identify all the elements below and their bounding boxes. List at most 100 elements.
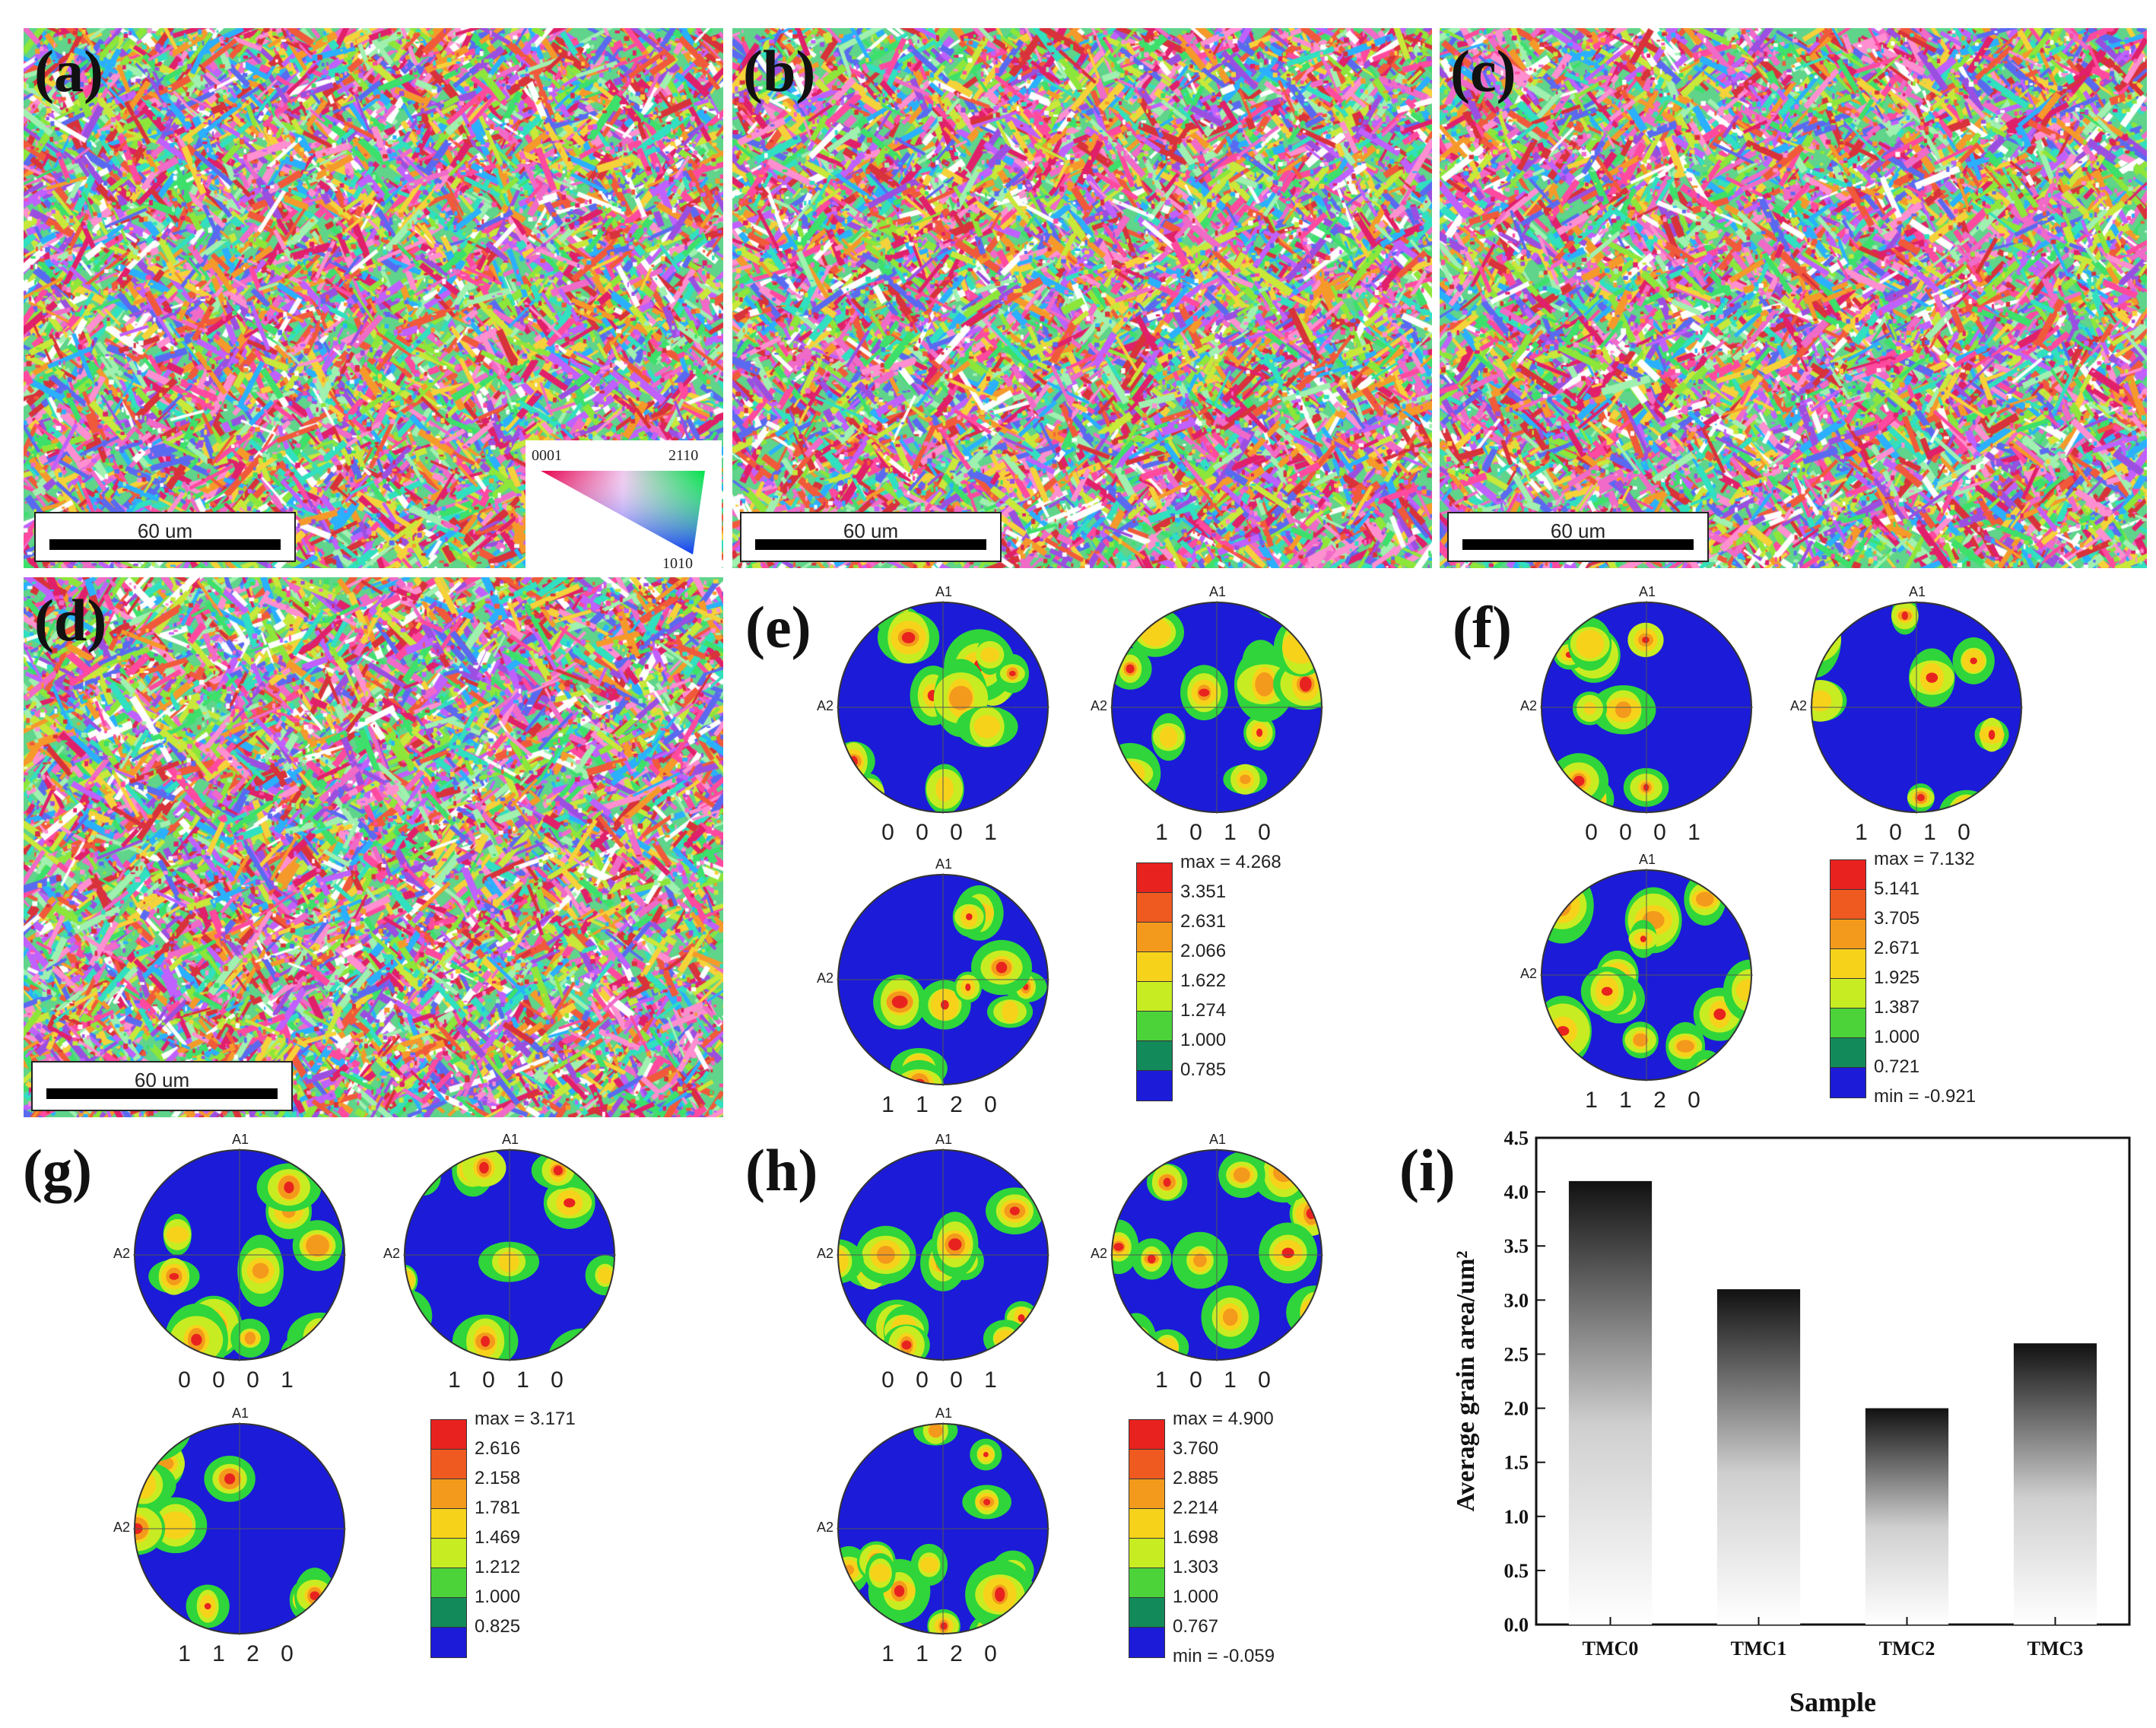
legend-swatch-h-4 <box>1129 1538 1165 1569</box>
legend-label-e-4: 1.622 <box>1180 970 1227 991</box>
pole-figure-a2-h-0001: A2 <box>817 1246 834 1261</box>
y-tick-label-3: 1.5 <box>1504 1452 1529 1474</box>
legend-label-h-6: 1.000 <box>1173 1587 1219 1607</box>
legend-swatch-f-2 <box>1830 919 1866 950</box>
pole-figure-plane-f-0001: 0 0 0 1 <box>1585 820 1708 845</box>
pole-figure-h-0001 <box>837 1148 1049 1361</box>
scale-bar-label-a: 60 um <box>137 519 193 542</box>
legend-label-f-4: 1.925 <box>1874 967 1920 988</box>
panel-label-h: (h) <box>745 1137 818 1203</box>
legend-swatch-g-3 <box>430 1508 467 1539</box>
scale-bar-line-a <box>49 539 281 550</box>
legend-swatch-e-1 <box>1136 892 1173 923</box>
scale-bar-line-d <box>46 1088 278 1099</box>
legend-swatch-g-5 <box>430 1568 467 1599</box>
x-tick-label-TMC2: TMC2 <box>1879 1637 1935 1660</box>
ebsd-texture-d <box>24 577 723 1117</box>
pole-figure-plane-g-0001: 0 0 0 1 <box>178 1367 301 1393</box>
pole-figure-a1-g-1010: A1 <box>502 1132 519 1147</box>
legend-swatch-f-6 <box>1830 1037 1866 1069</box>
panel-label-e: (e) <box>745 594 811 660</box>
ebsd-texture-c <box>1440 28 2147 568</box>
y-tick-label-4: 2.0 <box>1504 1398 1529 1420</box>
pole-figure-a2-f-1010: A2 <box>1790 698 1808 713</box>
scale-bar-label-d: 60 um <box>134 1069 190 1091</box>
legend-label-g-4: 1.469 <box>475 1527 521 1548</box>
pole-figure-h-1120 <box>837 1422 1049 1635</box>
pole-figure-h-1010 <box>1110 1148 1323 1361</box>
ipf-color-key: 0001 2110 1010 <box>526 440 722 568</box>
scale-bar-d: 60 um <box>31 1061 293 1111</box>
legend-swatch-e-4 <box>1136 981 1173 1012</box>
pole-figure-plane-e-1120: 1 1 2 0 <box>881 1092 1005 1117</box>
panel-label-f: (f) <box>1453 594 1512 660</box>
pole-figure-plane-h-1120: 1 1 2 0 <box>881 1641 1005 1666</box>
scale-bar-b: 60 um <box>740 512 1002 562</box>
scale-bar-label-b: 60 um <box>843 519 899 542</box>
legend-label-e-6: 1.000 <box>1180 1030 1227 1050</box>
legend-swatch-f-5 <box>1830 1008 1866 1039</box>
pole-figure-plane-f-1010: 1 0 1 0 <box>1855 820 1978 845</box>
pole-figure-plane-h-0001: 0 0 0 1 <box>881 1367 1005 1393</box>
bar-TMC0 <box>1568 1180 1653 1625</box>
ebsd-texture-b <box>732 28 1432 568</box>
legend-label-g-1: 2.616 <box>475 1438 521 1459</box>
legend-swatch-e-7 <box>1136 1070 1173 1101</box>
legend-swatch-h-1 <box>1129 1449 1165 1480</box>
pole-figure-e-0001 <box>837 601 1049 814</box>
pole-figure-plane-g-1010: 1 0 1 0 <box>448 1367 571 1393</box>
panel-label-b: (b) <box>743 38 816 104</box>
legend-label-h-4: 1.698 <box>1173 1527 1219 1548</box>
legend-label-h-8: min = -0.059 <box>1173 1646 1275 1666</box>
pole-figure-g-1120 <box>133 1422 346 1635</box>
grain-area-chart: 0.0 0.5 1.0 1.5 2.0 2.5 3.0 3.5 4.0 4.5 TMC0 TMC1 TM… <box>1452 1127 2131 1717</box>
pole-figure-f-1120 <box>1540 869 1753 1082</box>
x-tick-label-TMC0: TMC0 <box>1583 1637 1639 1660</box>
pole-figure-a1-f-0001: A1 <box>1639 584 1656 599</box>
legend-label-g-0: max = 3.171 <box>475 1409 576 1429</box>
y-tick-label-9: 4.5 <box>1504 1127 1529 1149</box>
pole-figure-a1-e-1010: A1 <box>1209 584 1227 599</box>
pole-figure-e-1010 <box>1110 601 1323 814</box>
y-tick-label-5: 2.5 <box>1504 1343 1529 1365</box>
y-tick-label-7: 3.5 <box>1504 1235 1529 1257</box>
y-tick-label-2: 1.0 <box>1504 1506 1529 1528</box>
legend-swatch-e-0 <box>1136 862 1173 894</box>
legend-swatch-g-2 <box>430 1479 467 1510</box>
pole-figure-a1-h-0001: A1 <box>935 1132 953 1147</box>
legend-swatch-e-3 <box>1136 951 1173 983</box>
legend-swatch-f-0 <box>1830 859 1866 891</box>
legend-label-h-2: 2.885 <box>1173 1468 1219 1488</box>
legend-label-f-1: 5.141 <box>1874 878 1920 899</box>
legend-label-h-0: max = 4.900 <box>1173 1409 1274 1429</box>
pole-figure-a1-e-1120: A1 <box>935 856 953 872</box>
legend-label-f-5: 1.387 <box>1874 997 1920 1018</box>
chart-frame <box>1535 1136 2131 1626</box>
pole-figure-a1-e-0001: A1 <box>935 584 953 599</box>
scale-bar-line-c <box>1462 539 1694 550</box>
legend-label-h-5: 1.303 <box>1173 1557 1219 1577</box>
legend-label-g-6: 1.000 <box>475 1587 521 1607</box>
panel-label-d: (d) <box>34 587 107 653</box>
panel-label-a: (a) <box>34 38 103 104</box>
x-axis-label: Sample <box>1789 1687 1876 1717</box>
panel-label-g: (g) <box>23 1137 92 1203</box>
pole-figure-a1-g-1120: A1 <box>232 1406 249 1421</box>
pole-figure-plane-f-1120: 1 1 2 0 <box>1585 1088 1708 1113</box>
pole-figure-plane-e-1010: 1 0 1 0 <box>1155 820 1278 845</box>
ebsd-map-d: (d) 60 um <box>21 575 726 1120</box>
legend-swatch-h-6 <box>1129 1597 1165 1628</box>
pole-figure-a1-h-1010: A1 <box>1209 1132 1227 1147</box>
legend-swatch-h-7 <box>1129 1627 1165 1658</box>
chart-marks: 0.0 0.5 1.0 1.5 2.0 2.5 3.0 3.5 4.0 4.5 TMC0 TMC1 TM… <box>1504 1127 2097 1660</box>
pole-figure-a2-f-0001: A2 <box>1520 698 1538 713</box>
legend-swatch-f-1 <box>1830 889 1866 920</box>
pole-figure-a2-g-1120: A2 <box>113 1520 131 1535</box>
pole-figure-a2-e-1120: A2 <box>817 970 834 986</box>
legend-swatch-e-5 <box>1136 1011 1173 1042</box>
bar-TMC2 <box>1865 1408 1949 1625</box>
ebsd-map-b: (b) 60 um <box>730 26 1434 570</box>
legend-label-e-5: 1.274 <box>1180 1000 1227 1021</box>
pole-figure-f-0001 <box>1540 601 1753 814</box>
legend-label-f-3: 2.671 <box>1874 938 1920 958</box>
